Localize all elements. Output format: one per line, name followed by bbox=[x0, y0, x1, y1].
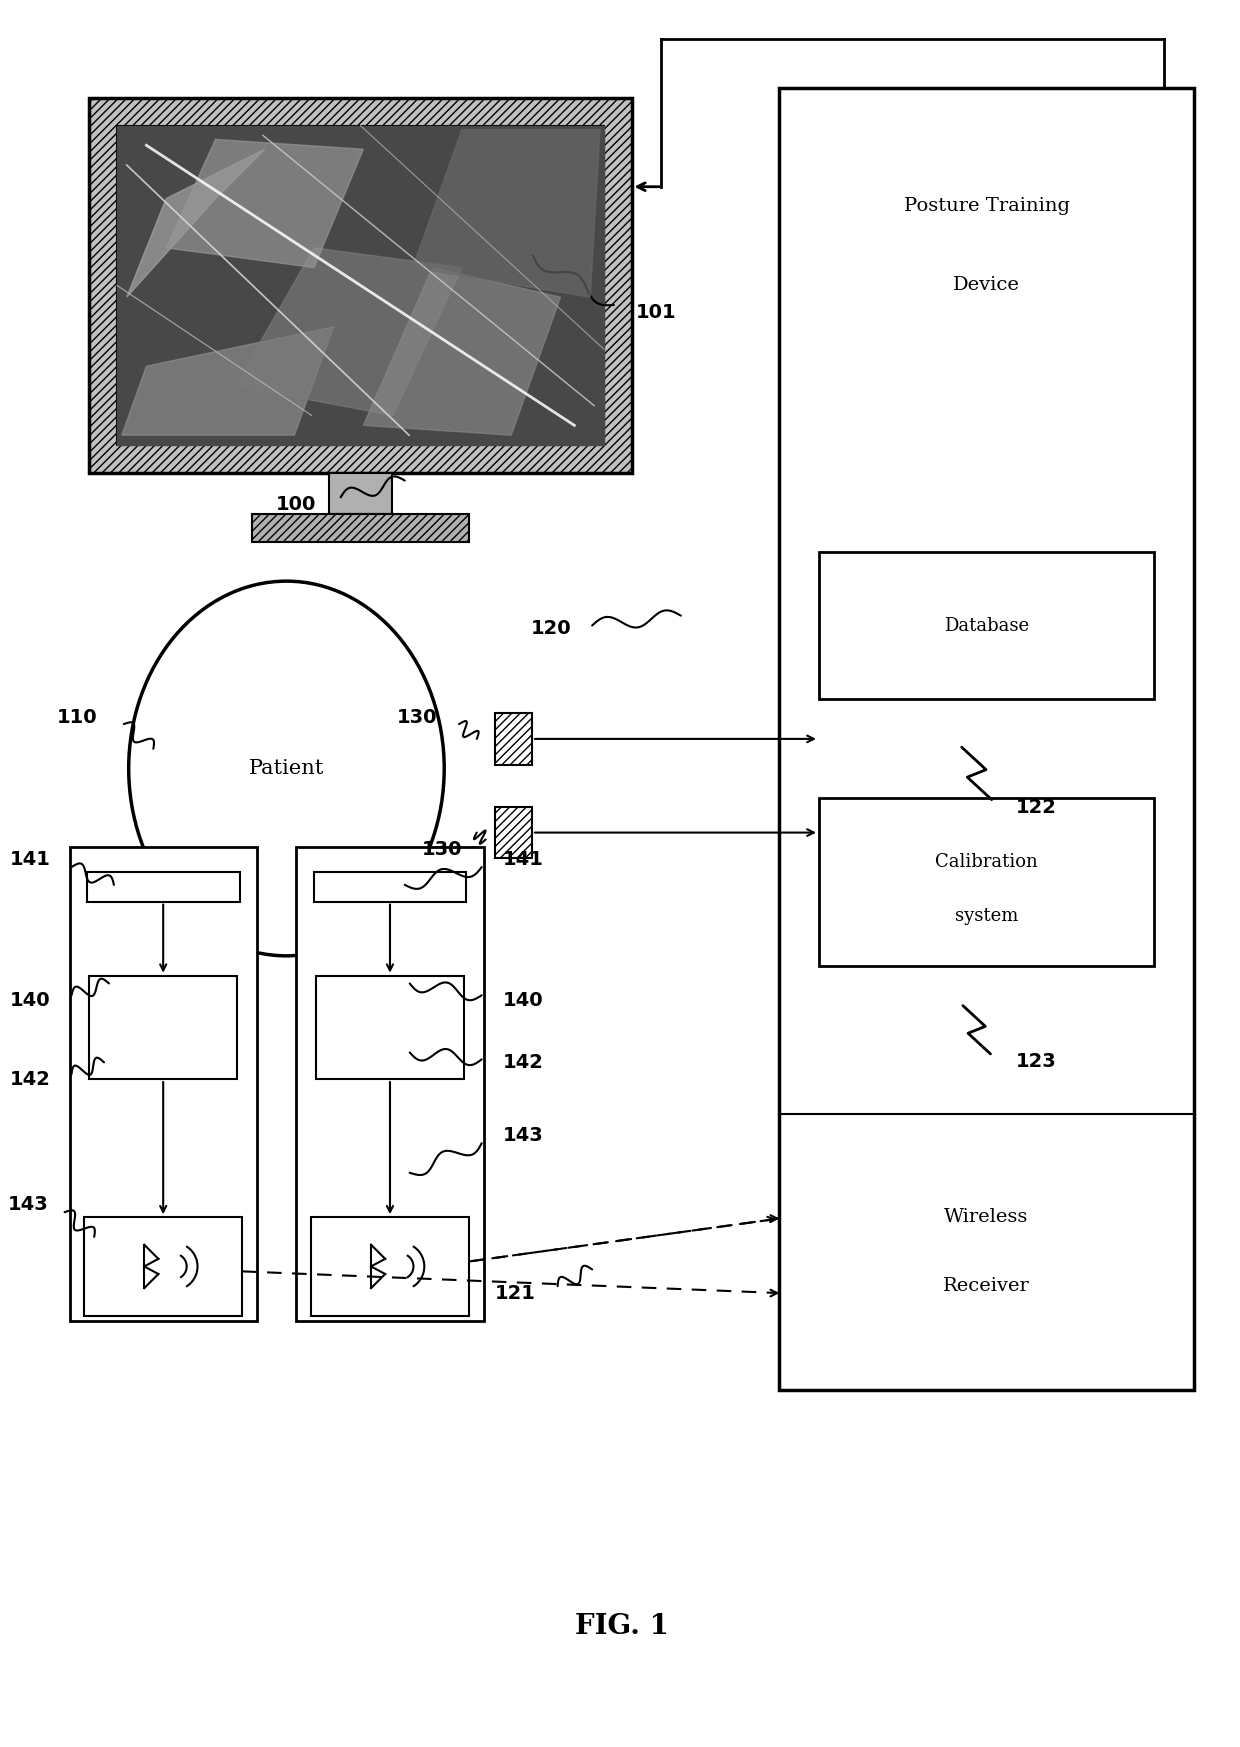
FancyBboxPatch shape bbox=[117, 126, 604, 445]
FancyBboxPatch shape bbox=[818, 552, 1154, 699]
Text: 123: 123 bbox=[1016, 1052, 1056, 1071]
FancyBboxPatch shape bbox=[780, 87, 1194, 1389]
Polygon shape bbox=[413, 129, 600, 297]
FancyBboxPatch shape bbox=[495, 713, 532, 765]
Text: 141: 141 bbox=[502, 849, 543, 868]
Polygon shape bbox=[117, 126, 604, 445]
FancyBboxPatch shape bbox=[311, 1218, 469, 1315]
Text: Device: Device bbox=[954, 276, 1021, 293]
Text: 130: 130 bbox=[397, 708, 436, 727]
Text: Patient: Patient bbox=[249, 758, 324, 777]
Text: 122: 122 bbox=[1016, 798, 1056, 818]
Text: system: system bbox=[955, 907, 1018, 926]
Text: FIG. 1: FIG. 1 bbox=[575, 1612, 668, 1640]
Text: 142: 142 bbox=[502, 1053, 543, 1073]
Polygon shape bbox=[363, 267, 560, 435]
Text: Database: Database bbox=[944, 617, 1029, 634]
FancyBboxPatch shape bbox=[84, 1218, 242, 1315]
Polygon shape bbox=[166, 140, 363, 267]
Text: 140: 140 bbox=[502, 991, 543, 1010]
Polygon shape bbox=[236, 248, 463, 416]
Text: 101: 101 bbox=[636, 304, 677, 323]
Text: 141: 141 bbox=[10, 849, 51, 868]
FancyBboxPatch shape bbox=[495, 807, 532, 858]
Text: Wireless: Wireless bbox=[945, 1209, 1029, 1226]
Text: Calibration: Calibration bbox=[935, 853, 1038, 872]
FancyBboxPatch shape bbox=[316, 975, 464, 1080]
Text: 140: 140 bbox=[10, 991, 51, 1010]
FancyBboxPatch shape bbox=[69, 847, 257, 1321]
FancyBboxPatch shape bbox=[89, 98, 631, 473]
FancyBboxPatch shape bbox=[89, 975, 237, 1080]
FancyBboxPatch shape bbox=[329, 473, 392, 514]
FancyBboxPatch shape bbox=[87, 872, 239, 901]
Text: 110: 110 bbox=[57, 708, 98, 727]
Text: 130: 130 bbox=[422, 840, 463, 860]
Polygon shape bbox=[122, 327, 334, 435]
Polygon shape bbox=[126, 148, 265, 297]
Text: Receiver: Receiver bbox=[944, 1277, 1030, 1295]
FancyBboxPatch shape bbox=[296, 847, 484, 1321]
Text: Posture Training: Posture Training bbox=[904, 197, 1070, 215]
FancyBboxPatch shape bbox=[818, 798, 1154, 966]
Text: 143: 143 bbox=[502, 1125, 543, 1144]
FancyBboxPatch shape bbox=[252, 514, 469, 542]
Text: 143: 143 bbox=[7, 1195, 48, 1214]
Text: 121: 121 bbox=[495, 1284, 536, 1303]
Text: 142: 142 bbox=[10, 1069, 51, 1088]
Text: 100: 100 bbox=[277, 494, 316, 514]
Text: 120: 120 bbox=[531, 618, 572, 638]
FancyBboxPatch shape bbox=[314, 872, 466, 901]
